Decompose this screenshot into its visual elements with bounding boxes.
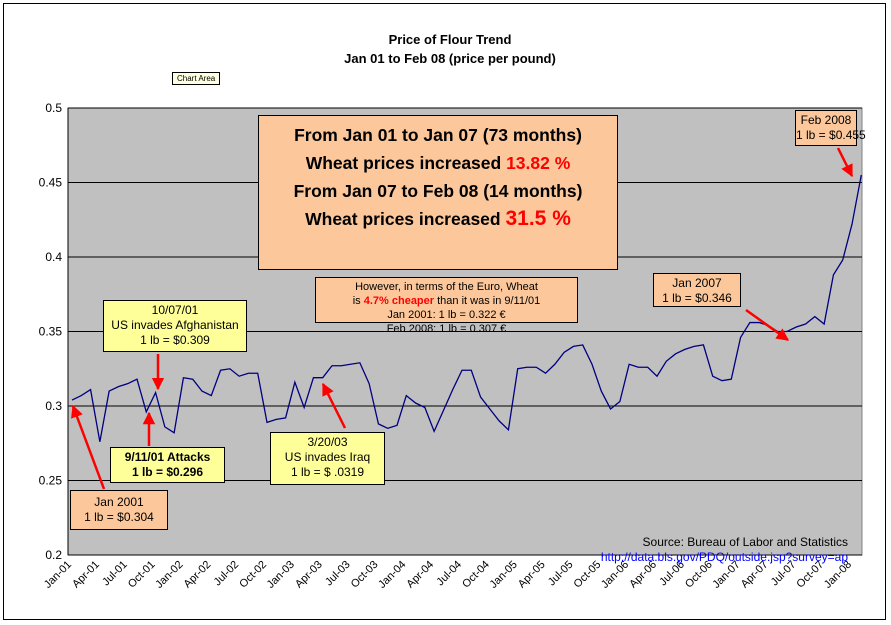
chart-title: Price of Flour Trend [389, 32, 512, 47]
callout-line: Jan 2007 [672, 276, 722, 290]
callout-line: 1 lb = $0.346 [662, 291, 732, 305]
callout-text: Wheat prices increased [305, 209, 501, 229]
y-tick-label: 0.35 [39, 325, 63, 339]
x-tick-label: Oct-04 [460, 559, 492, 591]
callout-line: 9/11/01 Attacks [124, 450, 211, 464]
callout-line: 1 lb = $ .0319 [290, 465, 365, 479]
x-tick-label: Oct-05 [572, 559, 604, 591]
x-tick-label: Jul-05 [546, 559, 576, 589]
callout-line: Wheat prices increased 31.5 % [259, 205, 617, 233]
callout-highlight: 13.82 % [506, 153, 571, 173]
data-line [71, 174, 862, 442]
callout-line: 1 lb = $0.304 [84, 510, 154, 524]
headline-callout: From Jan 01 to Jan 07 (73 months) Wheat … [258, 115, 618, 270]
chart-subtitle: Jan 01 to Feb 08 (price per pound) [344, 51, 556, 66]
callout-line: From Jan 07 to Feb 08 (14 months) [293, 181, 583, 201]
callout-highlight: 4.7% cheaper [363, 295, 435, 307]
source: Source: Bureau of Labor and Statistics h… [601, 535, 848, 565]
callout-text: is [352, 295, 361, 307]
source-text: Source: Bureau of Labor and Statistics [642, 535, 848, 549]
x-tick-label: Oct-02 [237, 559, 269, 591]
callout-line: US invades Iraq [284, 450, 371, 464]
arrow [321, 382, 347, 429]
x-tick-label: Jul-01 [100, 559, 130, 589]
x-tick-label: Jan-02 [153, 559, 185, 591]
arrow [836, 147, 854, 178]
callout-line: 1 lb = $0.296 [131, 465, 204, 479]
arrow [71, 404, 106, 490]
callout-line: 1 lb = $0.455 [796, 128, 866, 142]
callout: Jan 2007 1 lb = $0.346 [653, 273, 741, 307]
x-tick-label: Apr-01 [70, 559, 102, 591]
callout-line: Feb 2008 [800, 113, 852, 127]
callout: Jan 2001 1 lb = $0.304 [70, 490, 168, 530]
arrow [745, 308, 790, 342]
euro-callout: However, in terms of the Euro, Wheat is … [315, 277, 578, 335]
callout-text: than it was in 9/11/01 [437, 295, 541, 307]
x-tick-label: Jan-01 [42, 559, 74, 591]
chart-frame [3, 3, 886, 620]
x-tick-label: Jan-03 [265, 559, 297, 591]
y-tick-label: 0.5 [45, 101, 62, 115]
callout-line: 1 lb = $0.309 [140, 333, 210, 347]
callout-line: Feb 2008: 1 lb = 0.307 € [386, 323, 507, 335]
callout-line: 10/07/01 [151, 303, 199, 317]
x-tick-label: Jul-04 [434, 559, 464, 589]
x-tick-label: Jul-03 [323, 559, 353, 589]
callout-line: Jan 2001 [94, 495, 144, 509]
x-tick-label: Jul-02 [212, 559, 242, 589]
callout-line: 3/20/03 [307, 435, 348, 449]
callout: 10/07/01 US invades Afghanistan 1 lb = $… [103, 300, 247, 352]
callout-line: Jan 2001: 1 lb = 0.322 € [387, 309, 506, 321]
callout-line: Wheat prices increased 13.82 % [259, 149, 617, 177]
callout: 3/20/03 US invades Iraq 1 lb = $ .0319 [270, 432, 385, 485]
x-tick-label: Apr-03 [293, 559, 325, 591]
callout-line: is 4.7% cheaper than it was in 9/11/01 [316, 294, 577, 308]
x-tick-label: Apr-04 [404, 559, 436, 591]
callout-text: Wheat prices increased [305, 153, 502, 173]
x-tick-label: Apr-02 [182, 559, 214, 591]
y-tick-label: 0.45 [39, 176, 63, 190]
tooltip: Chart Area [172, 72, 221, 85]
y-tick-label: 0.4 [45, 250, 62, 264]
x-tick-label: Oct-03 [349, 559, 381, 591]
callout: Feb 2008 1 lb = $0.455 [795, 110, 866, 146]
source-link: http://data.bls.gov/PDQ/outside.jsp?surv… [600, 550, 848, 564]
x-tick-label: Jan-05 [488, 559, 520, 591]
callout-highlight: 31.5 % [505, 207, 571, 230]
callout-line: However, in terms of the Euro, Wheat [355, 281, 538, 293]
callout: 9/11/01 Attacks 1 lb = $0.296 [110, 447, 225, 483]
x-tick-label: Oct-01 [126, 559, 158, 591]
callout-line: US invades Afghanistan [111, 318, 239, 332]
y-tick-label: 0.2 [45, 548, 62, 562]
y-tick-label: 0.3 [45, 399, 62, 413]
callout-line: From Jan 01 to Jan 07 (73 months) [294, 125, 582, 145]
x-tick-label: Apr-05 [516, 559, 548, 591]
y-tick-label: 0.25 [39, 474, 63, 488]
x-tick-label: Jan-04 [376, 559, 408, 591]
arrows [71, 147, 854, 490]
